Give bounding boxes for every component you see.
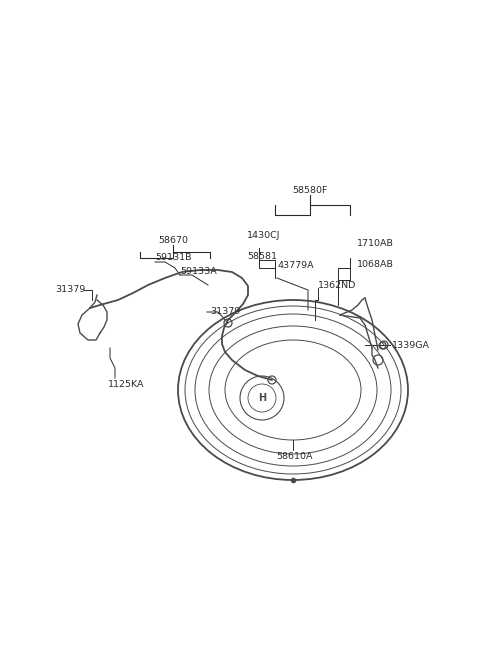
Text: 1125KA: 1125KA (108, 380, 144, 389)
Text: H: H (258, 393, 266, 403)
Text: 59133A: 59133A (180, 267, 217, 276)
Text: 58610A: 58610A (277, 452, 313, 461)
Text: 31379: 31379 (210, 307, 240, 316)
Text: 1068AB: 1068AB (357, 260, 394, 269)
Text: 43779A: 43779A (277, 261, 313, 270)
Text: 59131B: 59131B (155, 253, 192, 262)
Text: 1430CJ: 1430CJ (247, 231, 280, 240)
Text: 58670: 58670 (158, 236, 188, 245)
Text: 31379: 31379 (55, 286, 85, 295)
Text: 58581: 58581 (247, 252, 277, 261)
Text: 1710AB: 1710AB (357, 239, 394, 248)
Text: 1339GA: 1339GA (392, 341, 430, 350)
Text: 58580F: 58580F (292, 186, 328, 195)
Text: 1362ND: 1362ND (318, 281, 356, 290)
